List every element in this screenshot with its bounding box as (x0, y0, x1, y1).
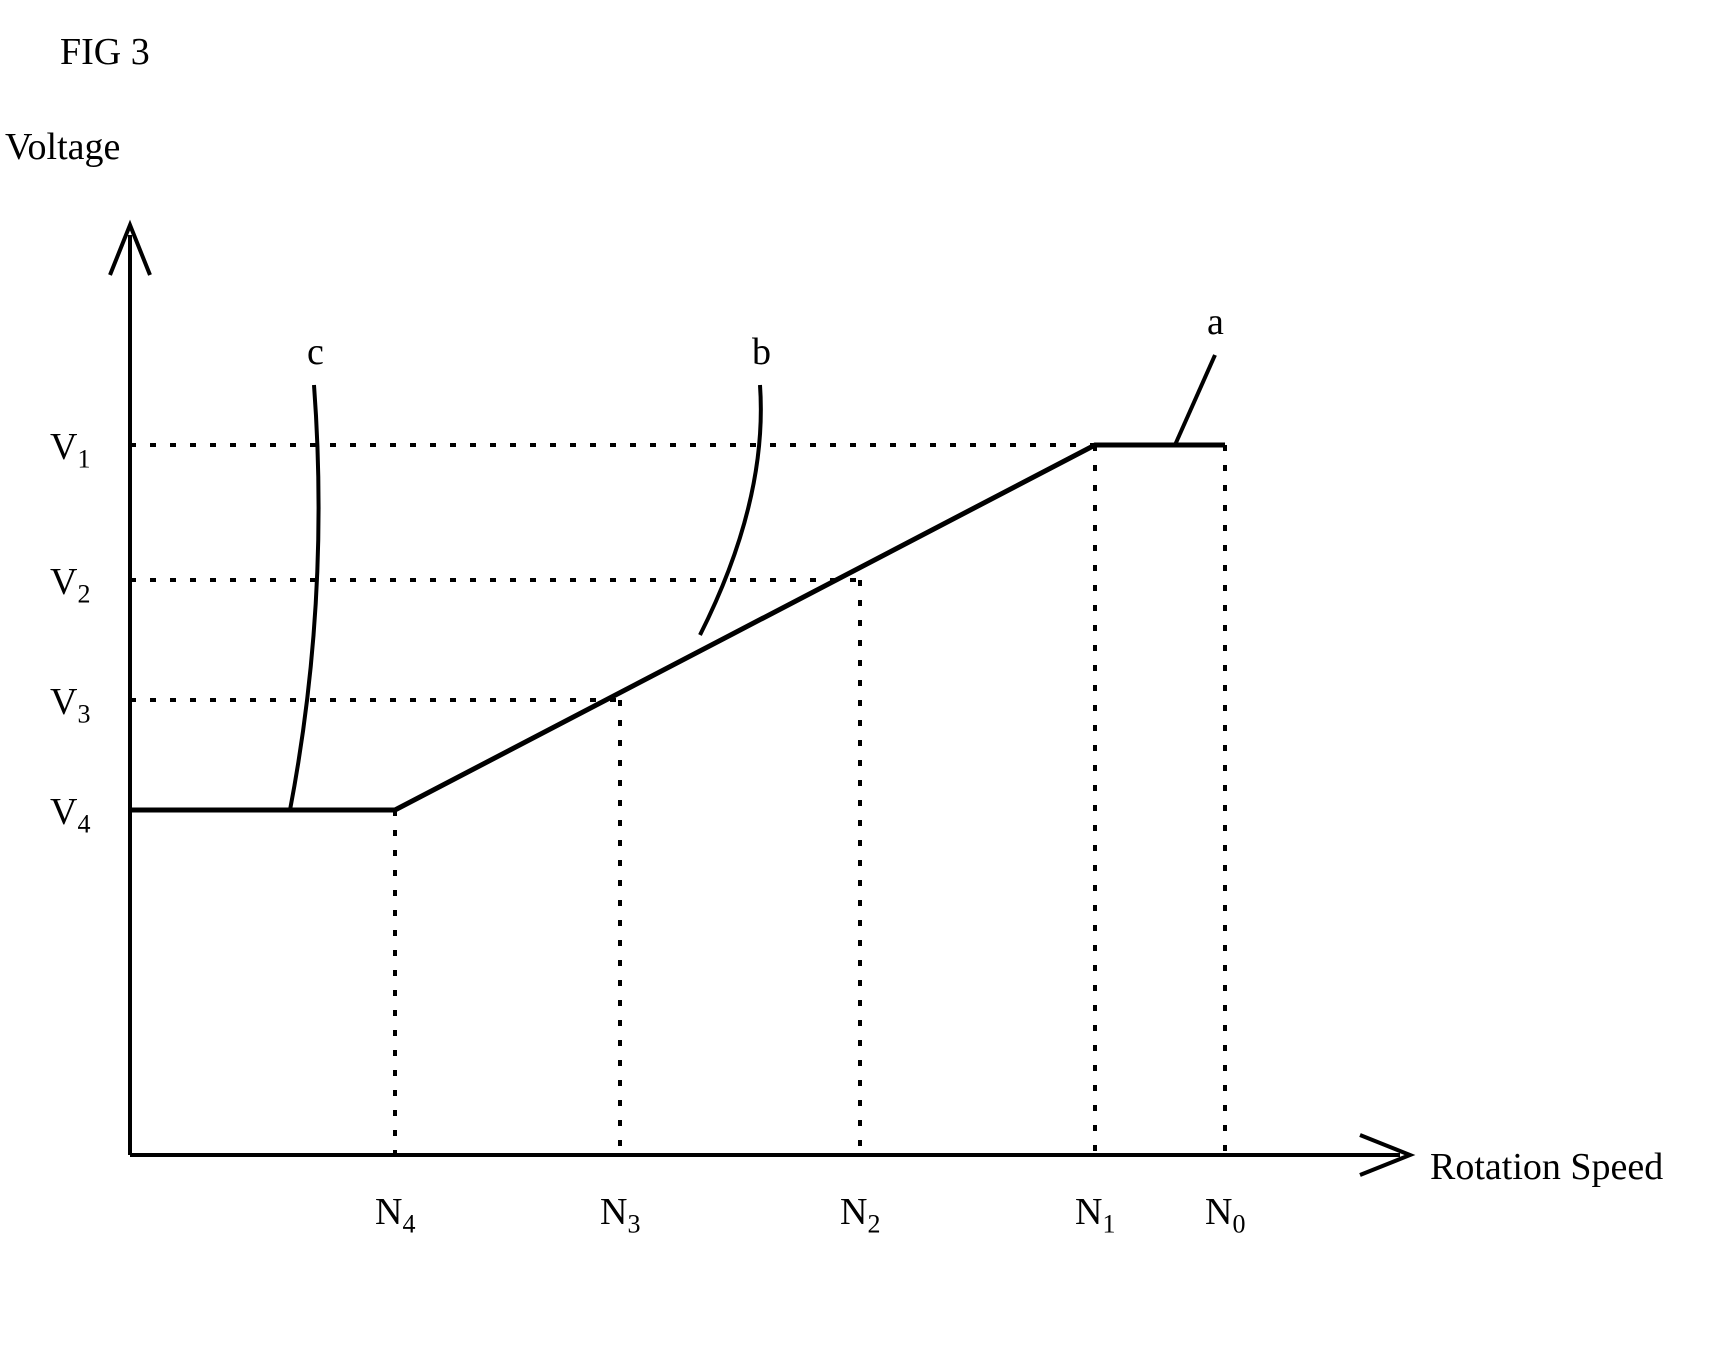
chart-svg (0, 0, 1719, 1366)
leader-c (290, 385, 319, 810)
figure-container: FIG 3 Voltage Rotation Speed V1 V2 V3 V4… (0, 0, 1719, 1366)
data-line (130, 445, 1225, 810)
leader-b (700, 385, 761, 635)
leader-a (1175, 355, 1215, 445)
